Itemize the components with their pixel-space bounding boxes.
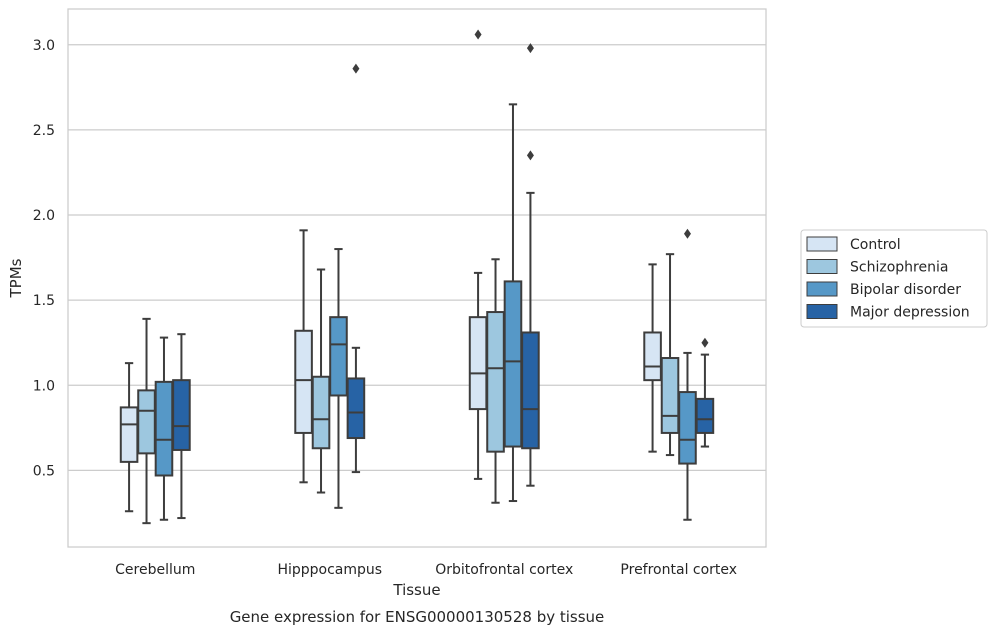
y-tick-label: 1.5 bbox=[33, 293, 55, 309]
legend-label: Schizophrenia bbox=[850, 260, 948, 276]
box-iqr bbox=[468, 316, 488, 411]
outlier-point bbox=[352, 63, 360, 74]
box-iqr bbox=[503, 280, 523, 448]
x-tick-label: Prefrontal cortex bbox=[620, 562, 737, 578]
legend-swatch bbox=[806, 281, 838, 297]
y-axis-label: TPMs bbox=[7, 258, 25, 298]
y-tick-labels: 0.5 1.0 1.5 2.0 2.5 3.0 bbox=[33, 38, 55, 480]
x-tick-labels: Cerebellum Hipppocampus Orbitofrontal cort… bbox=[115, 562, 737, 578]
box-plot bbox=[468, 29, 488, 480]
box-plot bbox=[311, 268, 331, 494]
box-plot bbox=[346, 63, 366, 474]
x-axis-label: Tissue bbox=[392, 581, 440, 599]
box-plot bbox=[521, 43, 540, 487]
y-tick-label: 2.5 bbox=[33, 123, 55, 139]
box-plot bbox=[503, 103, 523, 503]
box-iqr bbox=[311, 375, 331, 450]
box-iqr bbox=[329, 316, 348, 397]
box-plot bbox=[643, 263, 662, 453]
y-tick-label: 2.0 bbox=[33, 208, 55, 224]
legend-swatch bbox=[806, 259, 838, 274]
legend-items: Control Schizophrenia Bipolar disorder Majo… bbox=[806, 236, 970, 321]
x-tick-label: Hipppocampus bbox=[277, 562, 382, 578]
boxes-layer bbox=[119, 29, 715, 525]
box-plot bbox=[486, 258, 505, 504]
y-tick-label: 0.5 bbox=[33, 463, 55, 479]
box-plot bbox=[172, 333, 191, 520]
legend-swatch bbox=[806, 304, 838, 319]
box-iqr bbox=[643, 331, 662, 382]
x-tick-label: Cerebellum bbox=[115, 562, 195, 578]
box-iqr bbox=[294, 329, 313, 434]
legend-label: Control bbox=[850, 237, 901, 253]
box-iqr bbox=[678, 391, 697, 465]
legend-swatch bbox=[806, 236, 838, 252]
box-plot bbox=[678, 228, 697, 521]
outlier-point bbox=[474, 29, 482, 40]
outlier-point bbox=[683, 228, 691, 239]
box-iqr bbox=[486, 311, 505, 453]
box-iqr bbox=[346, 377, 366, 440]
box-plot bbox=[294, 229, 313, 484]
legend: Control Schizophrenia Bipolar disorder Majo… bbox=[800, 229, 988, 328]
outlier-point bbox=[526, 43, 534, 54]
box-iqr bbox=[119, 406, 139, 463]
legend-label: Bipolar disorder bbox=[850, 282, 961, 298]
box-plot bbox=[660, 253, 680, 457]
box-iqr bbox=[172, 379, 191, 451]
legend-label: Major depression bbox=[850, 305, 970, 321]
plot-frame bbox=[67, 8, 767, 548]
box-plot bbox=[137, 317, 156, 525]
y-tick-label: 1.0 bbox=[33, 378, 55, 394]
chart-caption: Gene expression for ENSG00000130528 by t… bbox=[230, 608, 605, 626]
box-iqr bbox=[137, 389, 156, 455]
y-tick-label: 3.0 bbox=[33, 38, 55, 54]
outlier-point bbox=[526, 150, 534, 161]
box-plot bbox=[329, 248, 348, 509]
box-iqr bbox=[154, 380, 174, 477]
box-plot bbox=[695, 337, 715, 448]
box-iqr bbox=[521, 331, 540, 450]
box-iqr bbox=[695, 397, 715, 434]
x-tick-label: Orbitofrontal cortex bbox=[435, 562, 573, 578]
legend-frame bbox=[800, 229, 988, 328]
box-plot bbox=[154, 336, 174, 521]
box-iqr bbox=[660, 357, 680, 434]
outlier-point bbox=[701, 337, 709, 348]
